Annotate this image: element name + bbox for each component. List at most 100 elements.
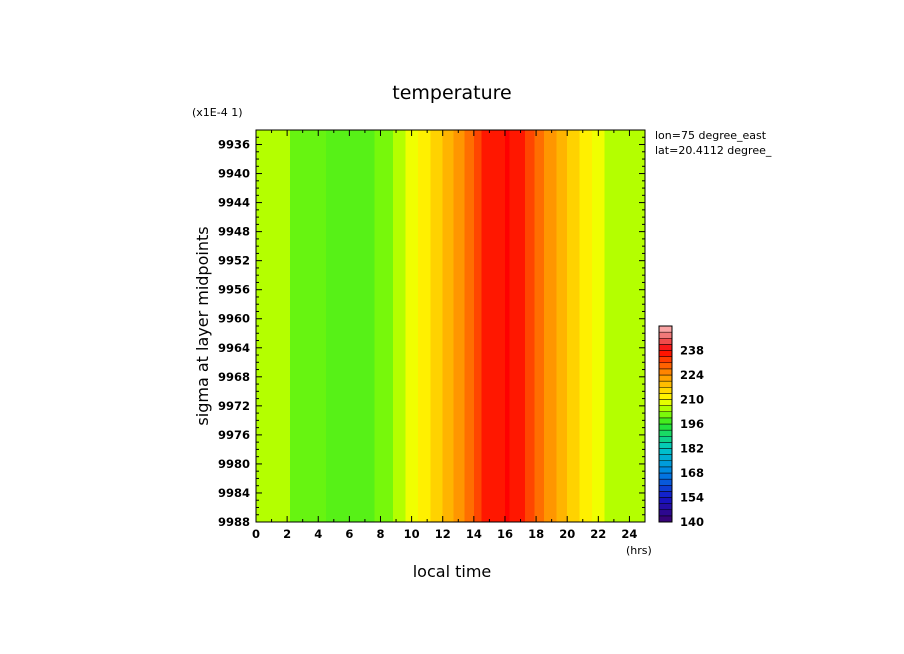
y-tick-label-9948: 9948 [218, 225, 250, 239]
colorbar-swatch-19 [658, 399, 673, 406]
colorbar-swatch-2 [658, 503, 673, 511]
colorbar-swatch-15 [658, 423, 673, 431]
x-tick-label-18: 18 [528, 527, 544, 541]
contour-band-1 [290, 130, 327, 522]
colorbar-label-154: 154 [680, 491, 704, 505]
x-tick-label-22: 22 [590, 527, 606, 541]
x-tick-label-14: 14 [466, 527, 482, 541]
contour-band-5 [405, 130, 419, 522]
x-axis-ticks: 0 2 4 6 8 10 12 14 16 18 20 22 24 [252, 130, 646, 541]
x-tick-label-16: 16 [497, 527, 513, 541]
y-tick-label-9968: 9968 [218, 370, 250, 384]
contour-band-12 [481, 130, 506, 522]
y-scale-note: (x1E-4 1) [192, 106, 243, 119]
y-tick-label-9984: 9984 [218, 486, 250, 500]
colorbar-swatch-5 [658, 485, 673, 492]
colorbar-swatch-12 [658, 442, 673, 449]
colorbar-swatch-0 [658, 515, 673, 523]
y-axis-ticks: 9936 9940 9944 9948 9952 9956 9960 9964 9968 9972… [218, 129, 645, 529]
colorbar-frame [658, 325, 673, 523]
colorbar-label-182: 182 [680, 442, 704, 456]
colorbar-swatch-27 [658, 350, 673, 357]
contour-band-21 [592, 130, 606, 522]
x-tick-label-10: 10 [404, 527, 420, 541]
colorbar-swatch-21 [658, 387, 673, 394]
colorbar-swatch-26 [658, 356, 673, 364]
colorbar-swatch-14 [658, 429, 673, 437]
contour-band-9 [453, 130, 466, 522]
annotation-lon: lon=75 degree_east [655, 129, 767, 142]
colorbar-swatch-31 [658, 325, 673, 333]
colorbar-swatch-6 [658, 478, 673, 486]
colorbar-swatch-7 [658, 472, 673, 480]
contour-band-14 [509, 130, 526, 522]
y-tick-label-9972: 9972 [218, 399, 250, 413]
contour-band-3 [374, 130, 394, 522]
contour-band-6 [417, 130, 431, 522]
chart-title: temperature [392, 82, 511, 104]
colorbar-swatch-24 [658, 368, 673, 376]
colorbar-swatch-29 [658, 338, 673, 345]
plot-area [255, 129, 646, 523]
y-tick-label-9952: 9952 [218, 254, 250, 268]
x-tick-label-12: 12 [435, 527, 451, 541]
x-tick-label-8: 8 [376, 527, 384, 541]
contour-band-17 [543, 130, 557, 522]
contour-band-22 [604, 130, 646, 522]
x-tick-label-6: 6 [345, 527, 353, 541]
y-tick-label-9936: 9936 [218, 138, 250, 152]
y-tick-label-9960: 9960 [218, 312, 250, 326]
x-unit-label: (hrs) [626, 544, 652, 557]
y-tick-label-9988: 9988 [218, 515, 250, 529]
colorbar-swatch-1 [658, 509, 673, 517]
colorbar-swatch-28 [658, 344, 673, 351]
contour-band-2 [326, 130, 375, 522]
x-axis-label: local time [413, 562, 492, 581]
contour-band-20 [579, 130, 593, 522]
y-axis-label: sigma at layer midpoints [193, 226, 212, 425]
colorbar-label-224: 224 [680, 368, 704, 382]
colorbar-swatch-9 [658, 460, 673, 468]
contour-band-16 [534, 130, 545, 522]
x-tick-label-0: 0 [252, 527, 260, 541]
colorbar-label-196: 196 [680, 417, 704, 431]
contour-band-19 [567, 130, 581, 522]
contour-band-10 [464, 130, 475, 522]
colorbar-label-140: 140 [680, 515, 704, 529]
colorbar-label-210: 210 [680, 393, 704, 407]
colorbar-swatch-17 [658, 411, 673, 419]
contour-band-4 [392, 130, 406, 522]
x-tick-label-24: 24 [621, 527, 637, 541]
y-tick-label-9944: 9944 [218, 196, 250, 210]
x-tick-label-20: 20 [559, 527, 575, 541]
colorbar-swatch-25 [658, 362, 673, 370]
colorbar-swatch-22 [658, 380, 673, 388]
colorbar-swatch-3 [658, 497, 673, 504]
colorbar-label-168: 168 [680, 466, 704, 480]
contour-band-0 [256, 130, 291, 522]
colorbar-swatch-8 [658, 466, 673, 474]
contour-band-15 [525, 130, 536, 522]
contour-band-7 [430, 130, 444, 522]
contour-band-13 [505, 130, 511, 522]
x-tick-label-4: 4 [314, 527, 322, 541]
y-tick-label-9976: 9976 [218, 428, 250, 442]
y-tick-label-9956: 9956 [218, 283, 250, 297]
colorbar: 238 224 210 196 182 168 154 140 [658, 325, 704, 529]
colorbar-swatch-11 [658, 448, 673, 455]
colorbar-swatch-4 [658, 491, 673, 498]
colorbar-swatch-23 [658, 374, 673, 382]
contour-band-8 [442, 130, 455, 522]
x-tick-label-2: 2 [283, 527, 291, 541]
colorbar-swatch-10 [658, 454, 673, 462]
y-tick-label-9964: 9964 [218, 341, 250, 355]
y-tick-label-9940: 9940 [218, 167, 250, 181]
contour-band-11 [473, 130, 483, 522]
annotation-lat: lat=20.4112 degree_ [655, 144, 772, 157]
contour-band-18 [556, 130, 568, 522]
colorbar-swatch-18 [658, 405, 673, 413]
colorbar-label-238: 238 [680, 344, 704, 358]
y-tick-label-9980: 9980 [218, 457, 250, 471]
colorbar-swatch-13 [658, 436, 673, 443]
